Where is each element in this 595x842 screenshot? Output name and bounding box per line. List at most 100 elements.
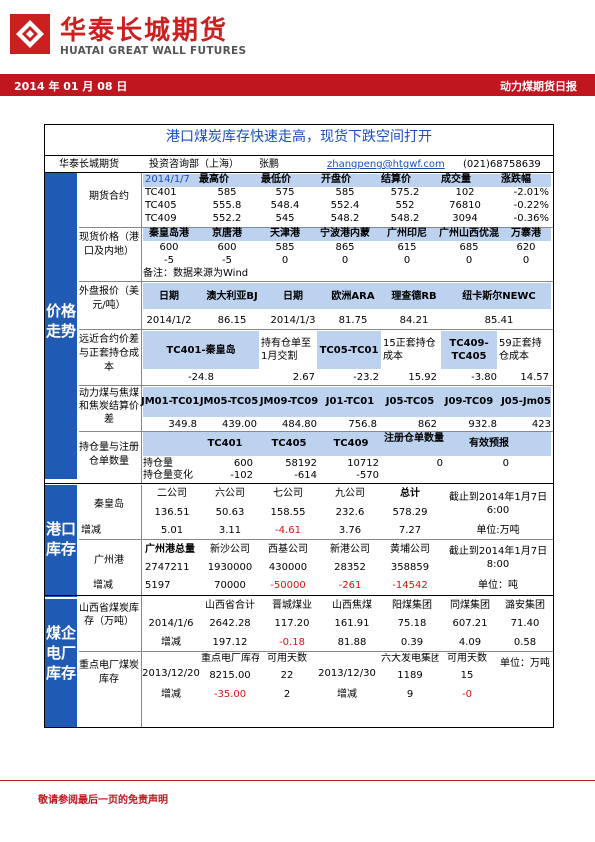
qhd-col: 总计	[400, 488, 420, 499]
plant-change: -0	[462, 689, 472, 700]
disclaimer-link[interactable]: 敬请参阅最后一页的免责声明	[38, 795, 168, 806]
plant-date1: 2013/12/20	[142, 668, 200, 679]
spread-col: 持有仓单至1月交割	[261, 338, 311, 362]
section-port-stock: 港口库存	[45, 485, 77, 597]
qhd-col: 九公司	[335, 488, 365, 499]
spread-col: 59正套持仓成本	[499, 338, 542, 362]
futures-col-change: 涨跌幅	[501, 174, 531, 185]
plant-col: 可用天数	[267, 653, 307, 664]
spot-header-row	[143, 228, 551, 241]
external-header-row	[143, 283, 551, 309]
futures-label: 期货合约	[89, 191, 129, 202]
plant-change: 9	[406, 689, 414, 700]
external-col: 纽卡斯尔NEWC	[462, 291, 536, 302]
oi-col: TC401	[207, 438, 243, 449]
qhd-unit: 单位:万吨	[476, 525, 520, 536]
plant-change: -35.00	[213, 689, 247, 700]
plant-change: 2	[283, 689, 291, 700]
futures-col-volume: 成交量	[441, 174, 471, 185]
shanxi-col: 山西焦煤	[332, 600, 372, 611]
gz-col: 新港公司	[330, 544, 370, 555]
plant-value: 22	[280, 670, 294, 681]
plant-col: 六大发电集团	[381, 653, 439, 664]
spread-header-cell	[143, 331, 259, 369]
futures-col-date: 2014/1/7	[145, 174, 190, 185]
brand-name-cn: 华泰长城期货	[60, 16, 229, 46]
oi-col: TC405	[271, 438, 307, 449]
spot-note: 备注：数据来源为Wind	[143, 268, 249, 279]
spot-col: 秦皇岛港	[149, 228, 189, 239]
oi-header-row	[143, 432, 551, 456]
coking-label: 动力煤与焦煤和焦炭结算价差	[79, 388, 139, 425]
section-price-trend: 价格走势	[45, 173, 77, 479]
shanxi-col: 潞安集团	[505, 600, 545, 611]
report-date: 2014 年 01 月 08 日	[14, 80, 128, 93]
plant-value: 1189	[397, 670, 423, 681]
external-col: 理查德RB	[391, 291, 437, 302]
coking-header-row	[143, 387, 551, 417]
futures-col-high: 最高价	[199, 174, 229, 185]
shanxi-col: 阳煤集团	[392, 600, 432, 611]
report-title: 港口煤炭库存快速走高，现货下跌空间打开	[166, 129, 432, 145]
gz-col: 西基公司	[268, 544, 308, 555]
spread-col: TC409-TC405	[449, 338, 489, 362]
plant-value: 15	[460, 670, 474, 681]
department: 投资咨询部（上海）	[149, 159, 239, 170]
plant-date2: 2013/12/30	[318, 668, 376, 679]
oi-col: TC409	[333, 438, 369, 449]
coking-col: J05-Jm05	[501, 396, 551, 407]
qhd-change-label: 增减	[81, 525, 101, 536]
external-col: 日期	[283, 291, 303, 302]
shanxi-change-label: 增减	[161, 637, 181, 648]
plant-col: 可用天数	[447, 653, 487, 664]
futures-col-settle: 结算价	[381, 174, 411, 185]
gz-change-label: 增减	[93, 580, 113, 591]
spread-col: TC05-TC01	[319, 345, 379, 356]
spot-label: 现货价格（港口及内地）	[79, 232, 139, 257]
coking-col: J05-TC05	[385, 396, 435, 407]
coking-col: JM09-TC09	[259, 396, 319, 407]
spot-col: 宁波港内蒙	[320, 228, 370, 239]
shanxi-col: 同煤集团	[450, 600, 490, 611]
coking-col: J09-TC09	[444, 396, 494, 407]
spread-header-cell	[441, 331, 497, 369]
company-name: 华泰长城期货	[59, 159, 119, 170]
spot-col: 天津港	[270, 228, 300, 239]
analyst-email[interactable]: zhangpeng@htgwf.com	[327, 159, 445, 170]
futures-col-low: 最低价	[261, 174, 291, 185]
plant-change-label2: 增减	[337, 689, 357, 700]
qhd-col: 六公司	[215, 488, 245, 499]
plant-col: 重点电厂库存	[201, 653, 259, 664]
qhd-col: 七公司	[273, 488, 303, 499]
footer-divider	[0, 780, 595, 781]
oi-label: 持仓量与注册仓单数量	[79, 442, 139, 467]
external-col: 欧洲ARA	[331, 291, 375, 302]
section-plant-stock: 煤企电厂库存	[45, 599, 77, 727]
gz-col: 黄埔公司	[390, 544, 430, 555]
external-label: 外盘报价（美元/吨）	[79, 286, 139, 311]
external-col: 澳大利亚BJ	[206, 291, 258, 302]
spread-col: 15正套持仓成本	[383, 338, 436, 362]
report-header: 华泰长城期货 HUATAI GREAT WALL FUTURES	[0, 0, 595, 70]
gz-col: 广州港总量	[145, 544, 195, 555]
gz-unit: 单位：吨	[478, 580, 518, 591]
oi-col: 注册仓单数量	[384, 433, 444, 444]
spot-col: 广州印尼	[387, 228, 427, 239]
logo-icon	[10, 14, 50, 54]
gz-label: 广州港	[94, 555, 124, 566]
plant-change-label1: 增减	[161, 689, 181, 700]
report-name: 动力煤期货日报	[500, 80, 577, 93]
gz-col: 新沙公司	[210, 544, 250, 555]
analyst-name: 张鹏	[259, 159, 279, 170]
analyst-phone: (021)68758639	[463, 159, 541, 170]
gz-asof: 截止到2014年1月7日 8:00	[448, 546, 548, 570]
plant-label: 重点电厂煤炭库存	[79, 660, 139, 685]
spread-label: 远近合约价差与正套持仓成本	[79, 334, 139, 373]
spread-col: TC401-秦皇岛	[166, 345, 236, 356]
shanxi-col: 山西省合计	[205, 600, 255, 611]
qhd-label: 秦皇岛	[94, 499, 124, 510]
futures-col-open: 开盘价	[321, 174, 351, 185]
external-col: 日期	[159, 291, 179, 302]
brand-name-en: HUATAI GREAT WALL FUTURES	[60, 45, 247, 57]
spot-col: 京唐港	[212, 228, 242, 239]
